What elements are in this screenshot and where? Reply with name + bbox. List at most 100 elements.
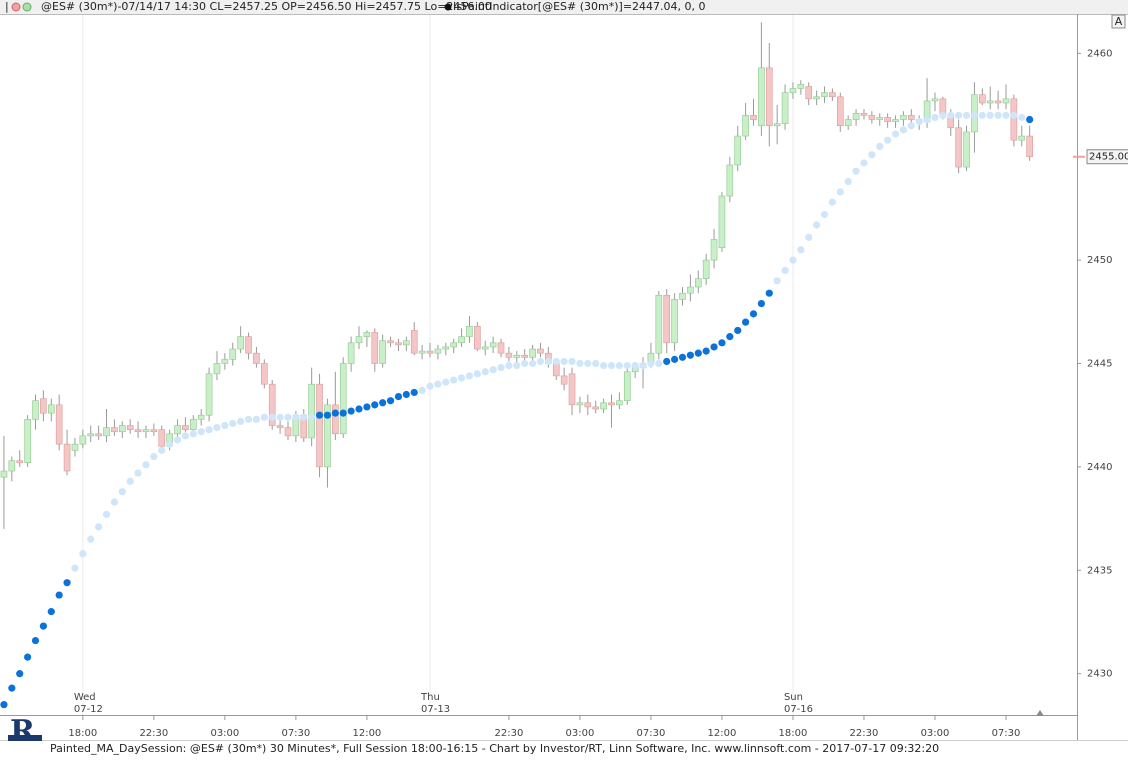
candle-body [126,425,134,430]
indicator-dot [134,469,142,477]
autoscale-button-label[interactable]: A [1115,15,1123,28]
candle-body [986,100,994,104]
x-tick-label: 12:00 [352,728,381,739]
indicator-dot [371,401,379,409]
indicator-dot [726,333,734,341]
indicator-dot [31,636,40,645]
indicator-dot [465,372,474,380]
candle-body [55,404,63,445]
candle-body [253,352,260,364]
indicator-dot [308,413,316,421]
candle-body [316,383,323,468]
candle-body [79,435,87,445]
candle-body [32,400,39,420]
y-tick-label: 2445 [1087,359,1112,370]
candle-body [994,100,1002,104]
indicator-dot [828,198,837,206]
candle-body [229,348,237,360]
indicator-dot [8,684,16,692]
indicator-dot [852,167,860,175]
indicator-dot [497,364,505,372]
indicator-dot [521,359,529,368]
candle-body [742,115,749,137]
indicator-dot [268,413,276,421]
y-tick-label: 2440 [1087,462,1112,473]
indicator-dot [79,550,87,558]
indicator-dot [639,361,647,370]
candle-body [8,460,16,472]
indicator-dot [931,113,939,122]
candle-body [497,342,505,354]
candle-body [426,350,434,354]
candle-body [537,348,544,354]
last-price-box [1086,149,1128,165]
indicator-dot [450,376,458,384]
indicator-dot [592,359,600,368]
candle-body [694,278,702,288]
indicator-dot [213,423,221,432]
indicator-dot [694,349,702,357]
candle-body [474,325,481,350]
candle-body [608,402,615,406]
indicator-dot [773,277,781,285]
indicator-dot [781,266,789,275]
indicator-dot [347,407,355,415]
indicator-dot [568,357,576,366]
x-tick-label: 18:00 [68,728,97,739]
indicator-dot [95,523,103,531]
indicator-dot [276,413,284,421]
candle-body [552,363,560,377]
indicator-dot [663,357,671,366]
indicator-dot [87,535,95,543]
indicator-dot [655,359,663,368]
indicator-dot [505,361,513,370]
candle-body [103,427,110,437]
indicator-dot [599,361,608,370]
candle-body [560,375,568,385]
indicator-dot [355,405,363,413]
candle-body [442,346,450,350]
candle-body [718,195,726,249]
candle-body [63,443,71,472]
candle-body [860,113,868,116]
y-tick-label: 2450 [1087,255,1112,266]
indicator-dot [418,386,426,394]
candle-body [387,340,394,344]
x-tick-label: 03:00 [566,728,595,739]
indicator-dot [173,436,182,444]
indicator-dot [891,130,900,138]
candle-body [371,332,379,364]
indicator-dot [284,413,292,421]
candle-body [821,92,828,98]
candle-body [813,96,820,100]
indicator-dot [24,653,32,661]
candle-body [979,94,986,104]
indicator-dot [757,299,765,308]
indicator-dot [457,374,466,382]
candle-body [513,354,521,358]
logo-band [8,735,42,741]
candle-body [955,127,962,168]
candle-body [931,98,939,102]
candle-body [450,342,457,348]
indicator-dot [884,136,892,144]
candle-body [521,354,528,358]
candle-body [592,406,600,410]
indicator-dot [1010,111,1018,119]
candle-body [95,433,102,437]
indicator-dot [410,388,418,397]
indicator-dot [394,392,403,401]
autoscale-button[interactable] [1111,14,1126,29]
indicator-dot [710,343,718,351]
candle-body [16,460,24,464]
indicator-dot [292,413,300,421]
indicator-dot [947,111,955,119]
candle-body [663,294,671,344]
candle-body [174,425,181,435]
candle-body [134,429,142,433]
candle-body [221,359,229,364]
candle-body [395,342,402,346]
candle-body [900,115,907,120]
y-tick-label: 2430 [1087,669,1112,680]
candle-body [355,336,363,344]
